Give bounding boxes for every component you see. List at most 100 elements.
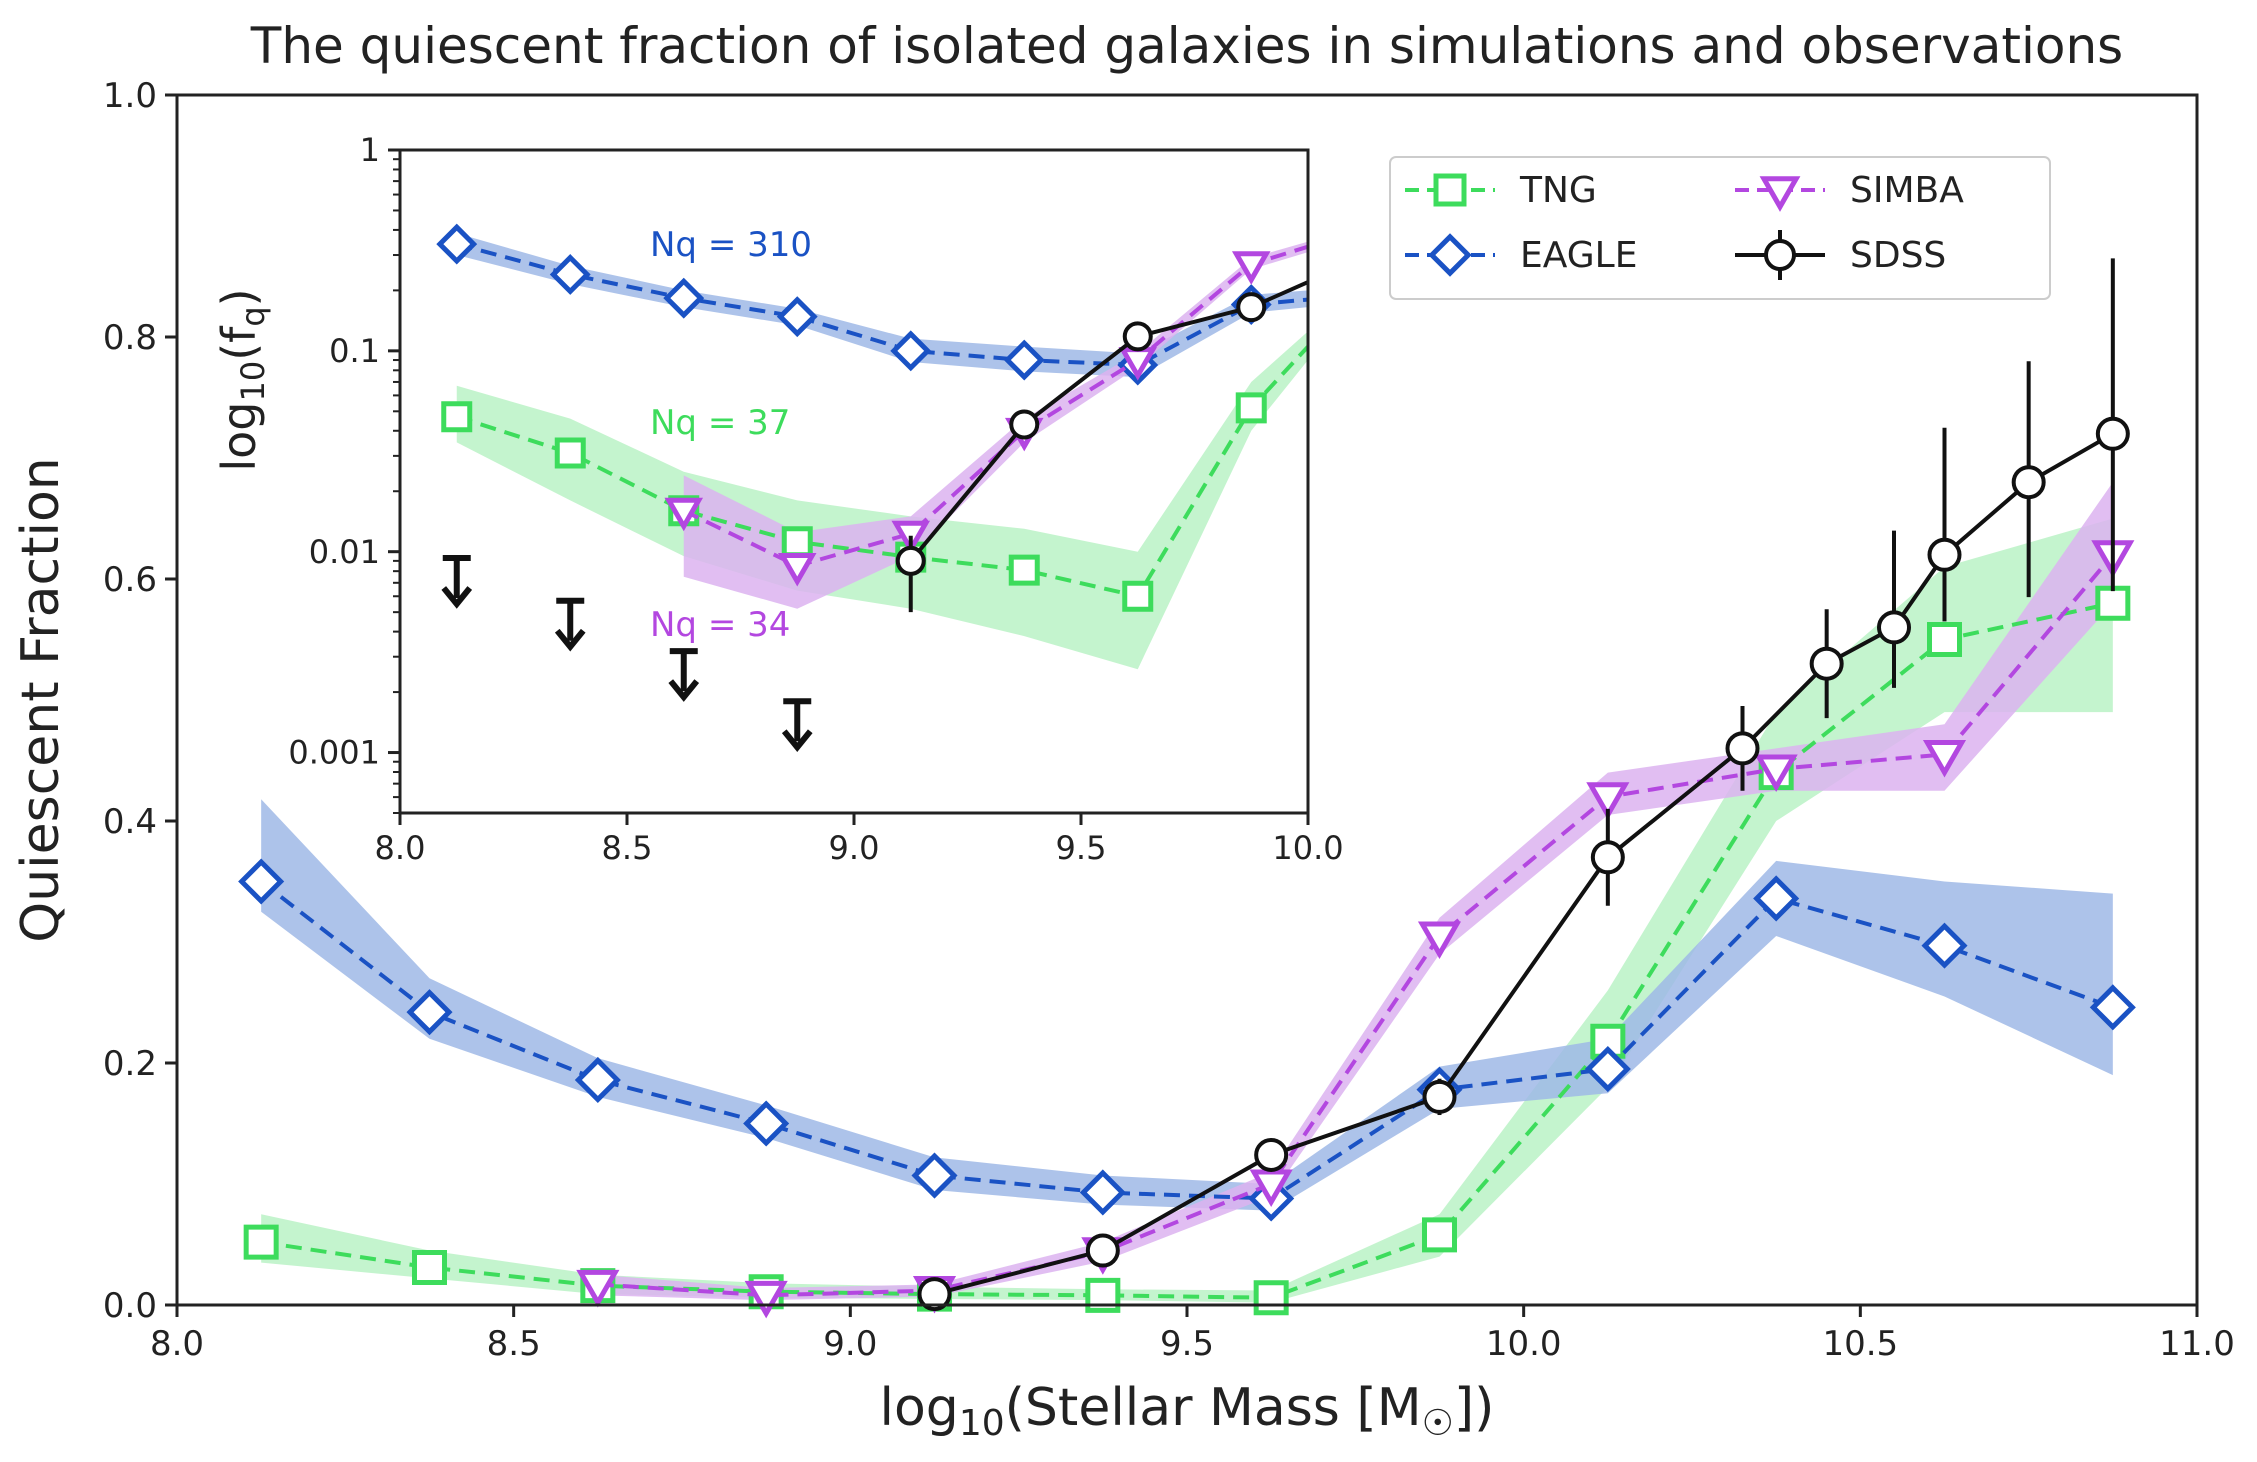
legend-marker <box>1428 233 1472 277</box>
marker-sdss <box>1590 840 1625 875</box>
marker-tng <box>554 437 586 469</box>
marker-sdss <box>1236 292 1267 323</box>
marker-sdss <box>1725 731 1760 766</box>
marker-simba <box>1249 1169 1293 1208</box>
main-series <box>238 258 2136 1319</box>
legend-entry-tng: TNG <box>1405 170 1597 211</box>
legend-entry-simba: SIMBA <box>1735 170 1964 212</box>
inset-y-ticks: 0.001 0.01 0.1 1 <box>288 131 400 814</box>
y-tick-label: 1 <box>360 131 380 169</box>
inset-x-ticks: 8.0 8.5 9.0 9.5 10.0 <box>375 813 1344 867</box>
line-eagle <box>259 879 2114 1201</box>
legend-marker <box>1764 239 1796 271</box>
line-eagle <box>456 242 1309 368</box>
legend-label: EAGLE <box>1520 235 1637 276</box>
marker-tng <box>412 1249 447 1285</box>
chart-title: The quiescent fraction of isolated galax… <box>250 17 2123 75</box>
marker-sdss <box>2095 416 2130 451</box>
x-tick-label: 8.5 <box>602 829 653 867</box>
inset-upper-limits <box>441 555 813 753</box>
marker-simba <box>1922 739 1967 778</box>
marker-simba <box>1754 754 1798 792</box>
marker-simba <box>664 497 704 532</box>
x-tick-label: 9.5 <box>1160 1324 1214 1364</box>
main-bands <box>261 482 2113 1303</box>
marker-simba <box>1231 251 1271 285</box>
marker-sdss <box>1122 321 1153 352</box>
band-simba <box>683 241 1308 609</box>
y-tick-label: 0.8 <box>103 318 157 358</box>
legend-marker <box>1433 173 1467 207</box>
upper-limit-arrow <box>441 555 473 609</box>
y-tick-label: 0.001 <box>288 734 380 772</box>
upper-limit-head <box>554 628 586 652</box>
marker-tng <box>1253 1280 1289 1316</box>
y-tick-label: 0.01 <box>309 533 380 571</box>
upper-limit-head <box>668 679 700 702</box>
marker-tng <box>1590 1023 1626 1059</box>
marker-sdss <box>1254 1137 1289 1172</box>
marker-tng <box>441 401 473 433</box>
marker-eagle <box>663 277 705 319</box>
upper-limit-arrow <box>554 597 586 652</box>
legend-entry-eagle: EAGLE <box>1405 233 1637 277</box>
y-tick-label: 1.0 <box>103 76 157 116</box>
band-eagle <box>261 799 2113 1211</box>
main-x-ticks: 8.0 8.5 9.0 9.5 10.0 10.5 11.0 <box>150 1305 2235 1364</box>
marker-sdss <box>895 545 926 576</box>
marker-tng <box>1085 1277 1121 1313</box>
x-tick-label: 9.0 <box>829 829 880 867</box>
marker-tng <box>1235 392 1267 424</box>
marker-sdss <box>917 1277 952 1312</box>
x-tick-label: 10.5 <box>1822 1324 1898 1364</box>
marker-eagle <box>238 858 285 905</box>
band-tng <box>261 518 2113 1303</box>
marker-tng <box>2095 585 2131 621</box>
marker-eagle <box>1003 339 1045 381</box>
marker-eagle <box>890 330 932 372</box>
marker-eagle <box>574 1056 621 1103</box>
x-tick-label: 9.0 <box>823 1324 877 1364</box>
inset-y-axis-label: log10(fq) <box>212 288 272 471</box>
line-tng <box>260 601 2114 1300</box>
annotation-tng-nq: Nq = 37 <box>650 403 790 443</box>
marker-tng <box>243 1224 279 1260</box>
inset-plot: 8.0 8.5 9.0 9.5 10.0 0.001 0.01 0.1 1 log10(fq)… <box>212 131 1344 867</box>
marker-eagle <box>743 1100 790 1147</box>
marker-sdss <box>1877 610 1911 645</box>
marker-tng <box>1008 554 1040 586</box>
marker-eagle <box>1079 1169 1126 1216</box>
x-tick-label: 8.0 <box>375 829 426 867</box>
legend-box <box>1389 156 2051 300</box>
upper-limit-head <box>441 586 473 609</box>
marker-eagle <box>2089 984 2136 1031</box>
inset-series <box>436 223 1310 613</box>
legend-label: SDSS <box>1850 235 1946 276</box>
marker-sdss <box>1809 646 1844 681</box>
y-tick-label: 0.1 <box>329 332 380 370</box>
legend: TNG EAGLE SIMBA SDSS <box>1389 156 2051 300</box>
main-x-axis-label: log10(Stellar Mass [M☉]) <box>880 1378 1495 1444</box>
legend-marker <box>1759 176 1801 212</box>
main-y-ticks: 0.0 0.2 0.4 0.6 0.8 1.0 <box>103 76 177 1326</box>
marker-simba <box>1417 921 1462 959</box>
y-tick-label: 0.0 <box>103 1286 157 1326</box>
band-eagle <box>456 233 1308 378</box>
legend-entry-sdss: SDSS <box>1735 230 1946 280</box>
marker-eagle <box>776 296 818 338</box>
marker-eagle <box>436 223 478 265</box>
marker-simba <box>1586 782 1630 820</box>
marker-sdss <box>1927 537 1962 572</box>
marker-tng <box>1122 580 1154 612</box>
marker-sdss <box>1009 409 1040 440</box>
marker-sdss <box>1085 1233 1120 1268</box>
marker-tng <box>1927 622 1962 657</box>
marker-sdss <box>1422 1079 1457 1114</box>
marker-eagle <box>1921 922 1968 969</box>
x-tick-label: 10.0 <box>1272 829 1343 867</box>
marker-tng <box>781 526 813 558</box>
main-y-axis-label: Quiescent Fraction <box>11 457 71 942</box>
y-tick-label: 0.4 <box>103 802 157 842</box>
marker-eagle <box>406 989 453 1036</box>
